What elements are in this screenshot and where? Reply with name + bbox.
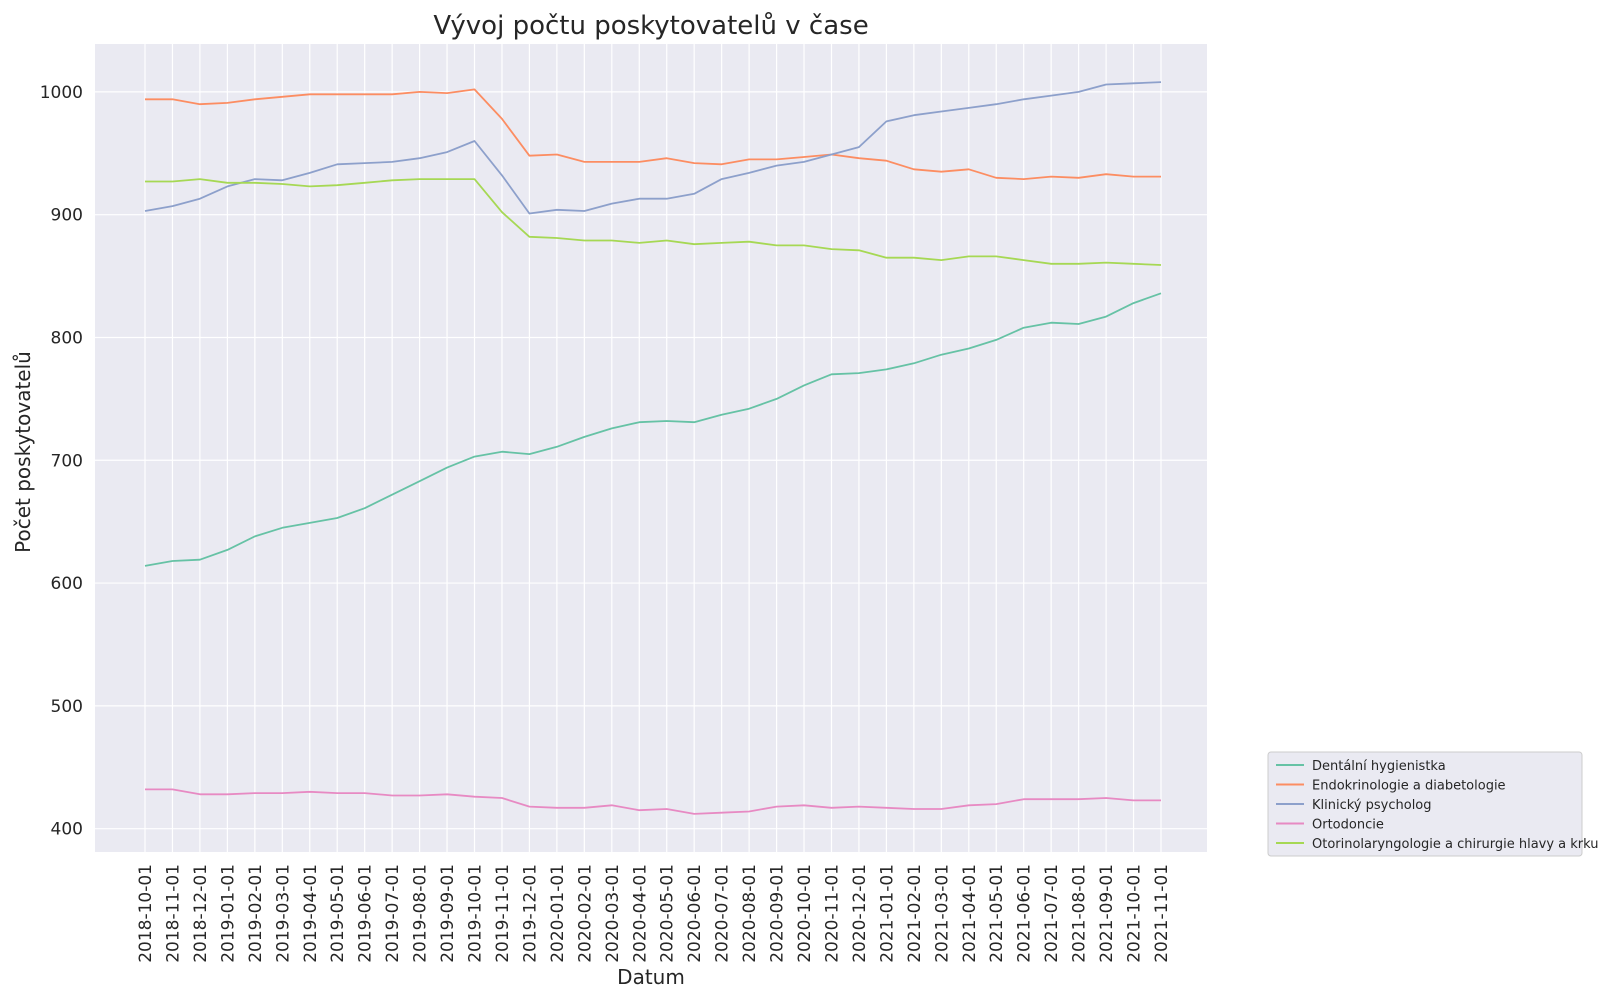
series-line-4: [145, 788, 1161, 815]
x-tick-label: 2018-11-01: [163, 864, 183, 963]
y-tick-label: 700: [51, 451, 83, 471]
x-tick-label: 2020-06-01: [685, 864, 705, 963]
x-tick-label: 2021-01-01: [877, 864, 897, 963]
x-tick-label: 2019-04-01: [301, 864, 321, 963]
x-tick-label: 2019-10-01: [466, 864, 486, 963]
x-tick-label: 2019-07-01: [383, 864, 403, 963]
x-tick-label: 2019-05-01: [328, 864, 348, 963]
x-tick-label: 2021-02-01: [905, 864, 925, 963]
y-tick-label: 400: [51, 820, 83, 840]
x-tick-label: 2019-08-01: [411, 864, 431, 963]
x-tick-label: 2021-07-01: [1042, 864, 1062, 963]
y-tick-labels: 400 500 600 700 800 900 1000: [40, 83, 83, 840]
legend-entry: Otorinolaryngologie a chirurgie hlavy a …: [1312, 837, 1599, 852]
chart-title: Vývoj počtu poskytovatelů v čase: [433, 11, 868, 41]
x-tick-label: 2019-03-01: [273, 864, 293, 963]
x-tick-label: 2021-09-01: [1097, 864, 1117, 963]
x-tick-label: 2021-10-01: [1125, 864, 1145, 963]
legend-box: [1267, 751, 1583, 857]
series-line-2: [145, 88, 1161, 181]
x-tick-label: 2020-05-01: [658, 864, 678, 963]
legend-entry: Ortodoncie: [1312, 818, 1384, 833]
x-tick-label: 2020-04-01: [630, 864, 650, 963]
x-tick-label: 2021-05-01: [987, 864, 1007, 963]
x-tick-label: 2020-01-01: [548, 864, 568, 963]
y-tick-label: 800: [51, 328, 83, 348]
x-tick-label: 2019-12-01: [520, 864, 540, 963]
x-tick-label: 2020-10-01: [795, 864, 815, 963]
x-tick-label: 2018-10-01: [136, 864, 156, 963]
x-tick-label: 2020-11-01: [822, 864, 842, 963]
x-tick-label: 2021-11-01: [1152, 864, 1172, 963]
x-tick-label: 2018-12-01: [191, 864, 211, 963]
series-lines: [144, 81, 1162, 815]
y-tick-label: 600: [51, 574, 83, 594]
x-tick-label: 2019-02-01: [246, 864, 266, 963]
series-line-1: [144, 292, 1162, 567]
y-tick-label: 1000: [40, 83, 83, 103]
x-axis-label: Datum: [617, 965, 685, 989]
x-tick-label: 2021-04-01: [960, 864, 980, 963]
y-tick-label: 500: [51, 697, 83, 717]
y-tick-label: 900: [51, 206, 83, 226]
x-tick-label: 2019-11-01: [493, 864, 513, 963]
legend-entry: Klinický psycholog: [1312, 798, 1432, 813]
x-tick-label: 2019-06-01: [356, 864, 376, 963]
x-tick-label: 2020-08-01: [740, 864, 760, 963]
x-tick-label: 2020-09-01: [768, 864, 788, 963]
x-tick-label: 2021-03-01: [932, 864, 952, 963]
legend-entry: Endokrinologie a diabetologie: [1312, 779, 1506, 794]
plot-area: [95, 44, 1207, 852]
x-tick-label: 2020-07-01: [713, 864, 733, 963]
x-tick-label: 2021-06-01: [1015, 864, 1035, 963]
series-line-3: [144, 81, 1162, 215]
x-tick-label: 2019-09-01: [438, 864, 458, 963]
x-tick-label: 2020-12-01: [850, 864, 870, 963]
legend-entry: Dentální hygienistka: [1312, 759, 1446, 774]
legend: Dentální hygienistka Endokrinologie a dia…: [1267, 751, 1599, 857]
x-tick-label: 2020-02-01: [575, 864, 595, 963]
x-tick-label: 2019-01-01: [218, 864, 238, 963]
grid-lines: [95, 44, 1207, 852]
x-tick-labels: 2018-10-01 2018-11-01 2018-12-01 2019-01-01…: [136, 864, 1172, 963]
x-tick-label: 2020-03-01: [603, 864, 623, 963]
y-axis-label: Počet poskytovatelů: [11, 351, 35, 553]
x-tick-label: 2021-08-01: [1070, 864, 1090, 963]
series-line-5: [145, 178, 1162, 266]
